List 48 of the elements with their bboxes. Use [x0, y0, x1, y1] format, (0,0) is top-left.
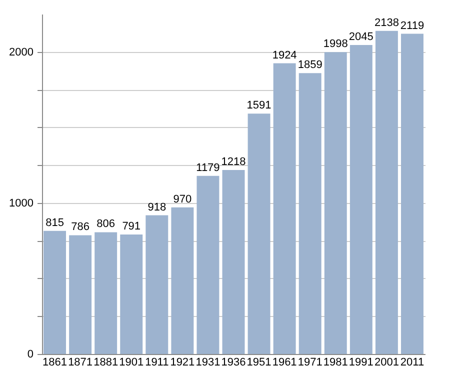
bar — [171, 207, 194, 354]
x-tick-label: 1971 — [298, 356, 322, 368]
data-label: 918 — [148, 201, 166, 214]
data-label: 1998 — [323, 38, 348, 50]
x-tick-label: 2011 — [400, 356, 424, 368]
data-label: 970 — [173, 193, 192, 206]
bar — [298, 73, 322, 354]
bar — [375, 30, 398, 354]
x-tick-label: 1861 — [42, 356, 68, 368]
bar — [44, 230, 66, 354]
data-label: 1218 — [221, 156, 246, 168]
bar — [248, 114, 270, 354]
x-tick-label: 1931 — [196, 356, 220, 368]
y-tick-label: 1000 — [9, 197, 34, 210]
x-tick-label: 1991 — [348, 356, 374, 368]
data-label: 786 — [71, 221, 90, 234]
bar — [350, 44, 372, 354]
x-tick-label: 1981 — [323, 356, 348, 368]
x-tick-label: 1871 — [68, 356, 93, 368]
data-label: 1179 — [196, 162, 220, 174]
bar — [273, 63, 296, 354]
data-label: 1591 — [246, 100, 272, 112]
bar — [324, 52, 347, 354]
data-label: 815 — [46, 216, 64, 229]
bar — [69, 235, 92, 354]
bar — [94, 232, 118, 354]
bar — [146, 215, 168, 354]
x-tick-label: 1901 — [119, 356, 144, 368]
data-label: 2045 — [348, 30, 374, 43]
data-label: 2119 — [400, 20, 424, 32]
y-tick-label: 0 — [27, 348, 34, 360]
data-label: 791 — [122, 220, 141, 232]
bar — [222, 170, 245, 354]
x-tick-label: 1911 — [145, 356, 169, 368]
data-label: 1859 — [298, 59, 322, 72]
bar — [196, 176, 220, 354]
x-tick-label: 1936 — [221, 356, 246, 368]
x-tick-label: 2001 — [374, 356, 399, 368]
bar — [401, 34, 424, 354]
data-label: 1924 — [272, 49, 297, 62]
data-label: 806 — [96, 218, 116, 230]
x-tick-label: 1921 — [170, 356, 195, 368]
x-tick-label: 1961 — [272, 356, 297, 368]
x-tick-label: 1881 — [94, 356, 118, 368]
y-tick-label: 2000 — [9, 46, 34, 58]
bar — [120, 234, 143, 354]
data-label: 2138 — [374, 16, 399, 29]
x-tick-label: 1951 — [246, 356, 272, 368]
